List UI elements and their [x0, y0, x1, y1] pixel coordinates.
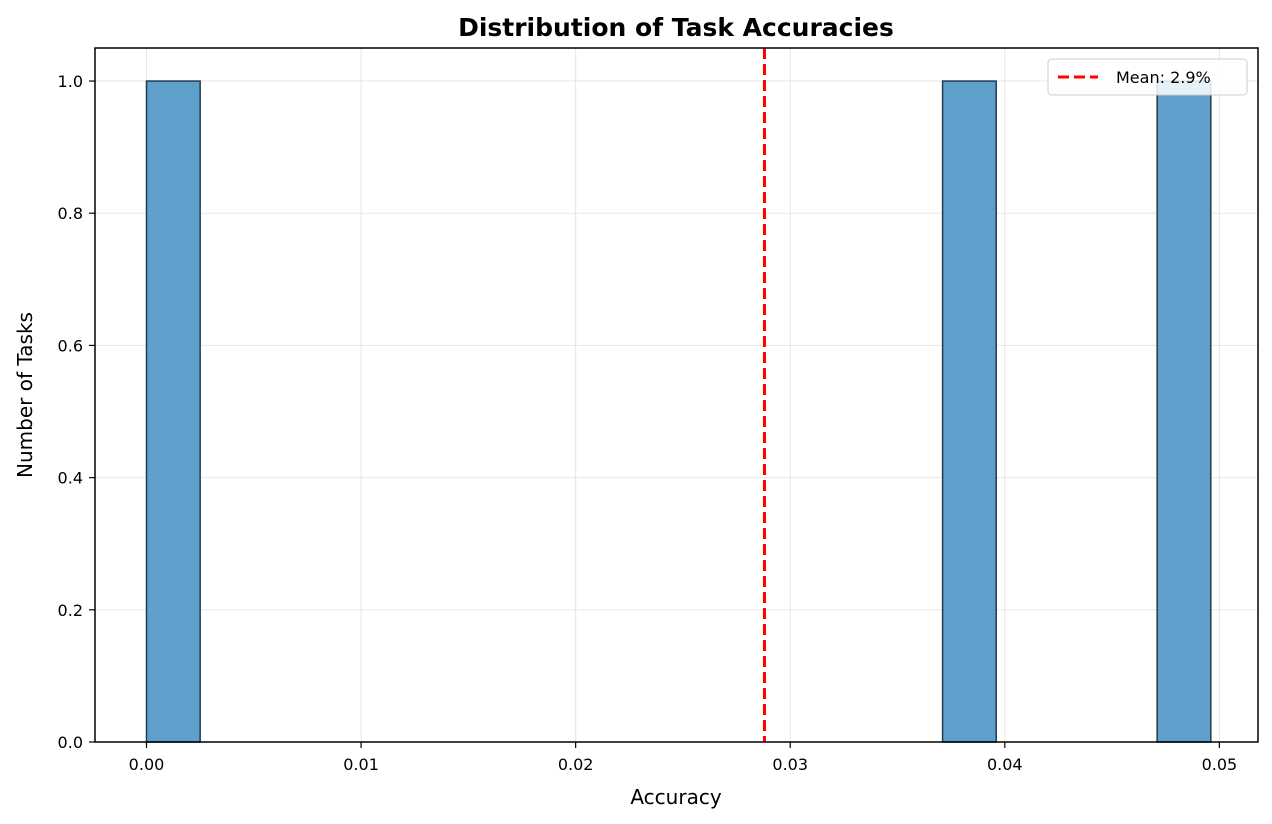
y-tick-label: 1.0 [58, 72, 83, 91]
histogram-bar [941, 80, 997, 743]
legend-box [1047, 58, 1248, 96]
bars-layer [145, 80, 1212, 743]
y-axis-label: Number of Tasks [13, 312, 37, 478]
ticks-layer: 0.00 0.01 0.02 0.03 0.04 0.05 0.0 0.2 0.4 0.6 0.8 1… [58, 72, 1238, 774]
histogram-bar [145, 80, 201, 743]
x-tick-label: 0.00 [129, 755, 165, 774]
grid-layer [95, 48, 1258, 743]
x-axis-label: Accuracy [630, 785, 721, 809]
y-tick-label: 0.0 [58, 733, 83, 752]
plot-frame [94, 47, 1259, 743]
x-tick-label: 0.05 [1202, 755, 1238, 774]
x-tick-label: 0.01 [343, 755, 379, 774]
y-tick-label: 0.8 [58, 204, 83, 223]
x-tick-label: 0.03 [772, 755, 808, 774]
chart-title: Distribution of Task Accuracies [458, 13, 894, 42]
x-tick-label: 0.04 [987, 755, 1023, 774]
x-tick-label: 0.02 [558, 755, 594, 774]
y-tick-label: 0.6 [58, 336, 83, 355]
legend: Mean: 2.9% [1047, 58, 1248, 96]
legend-label: Mean: 2.9% [1116, 68, 1211, 87]
y-tick-label: 0.4 [58, 469, 83, 488]
histogram-bar [1156, 80, 1212, 743]
y-tick-label: 0.2 [58, 601, 83, 620]
